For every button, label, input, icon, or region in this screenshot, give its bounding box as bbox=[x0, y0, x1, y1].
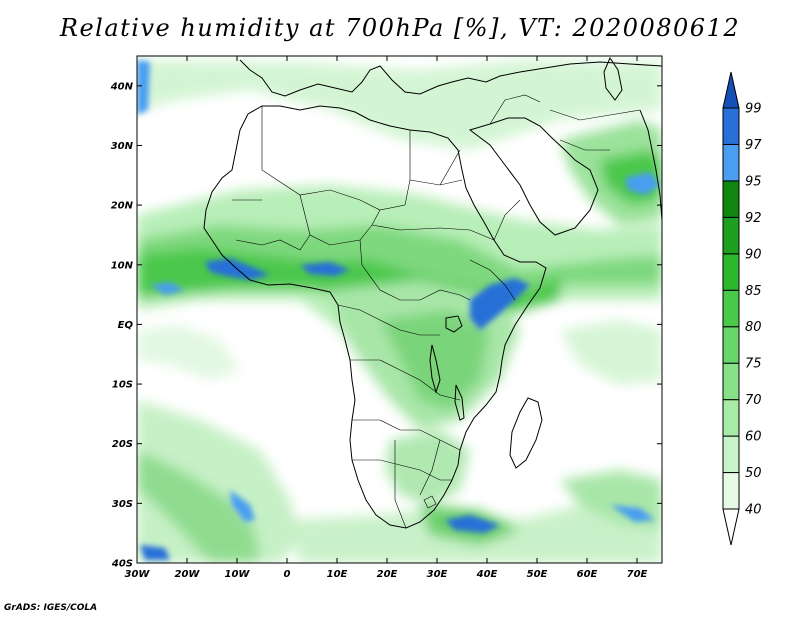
colorbar-level-label: 50 bbox=[745, 466, 762, 481]
coastlines bbox=[203, 56, 662, 529]
lat-tick-label: 20S bbox=[112, 439, 133, 450]
colorbar-level-label: 60 bbox=[745, 430, 762, 445]
lon-tick-label: 20E bbox=[377, 569, 398, 580]
colorbar-level-label: 75 bbox=[745, 357, 762, 372]
colorbar-swatch bbox=[722, 326, 740, 364]
colorbar-swatch bbox=[722, 472, 740, 510]
lon-tick-label: 10W bbox=[225, 569, 251, 580]
colorbar-level-label: 80 bbox=[745, 320, 762, 335]
latitude-axis: 40N 30N 20N 10N EQ 10S 20S 30S 40S bbox=[110, 81, 662, 570]
lon-tick-label: 70E bbox=[627, 569, 648, 580]
lat-tick-label: 30S bbox=[112, 499, 133, 510]
africa-coastline bbox=[203, 105, 547, 529]
longitude-axis: 30W 20W 10W 0 10E 20E 30E 40E 50E 60E 70E bbox=[125, 56, 648, 580]
colorbar-level-label: 70 bbox=[745, 393, 762, 408]
map-frame bbox=[136, 55, 663, 564]
lat-tick-label: 30N bbox=[111, 141, 134, 152]
grads-credit: GrADS: IGES/COLA bbox=[4, 603, 98, 613]
colorbar-swatch bbox=[722, 399, 740, 437]
colorbar-swatch bbox=[722, 143, 740, 182]
lon-tick-label: 40E bbox=[476, 569, 498, 580]
colorbar-swatch bbox=[722, 289, 740, 328]
india-coastline bbox=[639, 109, 662, 221]
colorbar-swatch bbox=[722, 216, 740, 255]
lon-tick-label: 10E bbox=[327, 569, 348, 580]
colorbar-high-triangle bbox=[722, 71, 740, 109]
colorbar-swatch bbox=[722, 362, 740, 401]
colorbar-level-label: 99 bbox=[745, 102, 762, 117]
lat-tick-label: EQ bbox=[118, 320, 134, 331]
caspian-coastline bbox=[603, 56, 623, 101]
lat-tick-label: 40S bbox=[111, 559, 133, 570]
colorbar-level-label: 92 bbox=[745, 211, 762, 226]
map-title: Relative humidity at 700hPa [%], VT: 202… bbox=[59, 14, 741, 42]
colorbar-swatch bbox=[722, 435, 740, 474]
country-borders bbox=[232, 94, 641, 529]
colorbar: 40 50 60 70 75 80 85 90 92 95 97 99 bbox=[722, 71, 762, 546]
lat-tick-label: 10N bbox=[111, 260, 134, 271]
lat-tick-label: 10S bbox=[112, 380, 133, 391]
humidity-field bbox=[137, 60, 662, 563]
colorbar-level-label: 85 bbox=[745, 284, 762, 299]
lon-tick-label: 30W bbox=[125, 569, 151, 580]
colorbar-low-triangle bbox=[722, 508, 740, 546]
lon-tick-label: 60E bbox=[577, 569, 598, 580]
europe-coastline bbox=[239, 59, 662, 97]
lat-tick-label: 40N bbox=[110, 81, 134, 92]
colorbar-level-label: 95 bbox=[745, 174, 762, 189]
arabia-coastline bbox=[468, 117, 599, 236]
colorbar-swatch bbox=[722, 107, 740, 145]
map-plot-area bbox=[136, 55, 663, 564]
madagascar-coastline bbox=[509, 397, 543, 469]
colorbar-swatch bbox=[722, 253, 740, 291]
lake-victoria bbox=[445, 315, 463, 333]
colorbar-level-label: 90 bbox=[745, 247, 762, 262]
lon-tick-label: 20W bbox=[175, 569, 201, 580]
lat-tick-label: 20N bbox=[111, 201, 134, 212]
lon-tick-label: 50E bbox=[527, 569, 548, 580]
colorbar-level-label: 40 bbox=[745, 503, 762, 518]
lon-tick-label: 30E bbox=[427, 569, 448, 580]
colorbar-level-label: 97 bbox=[745, 138, 762, 153]
lon-tick-label: 0 bbox=[284, 569, 291, 580]
lake-malawi bbox=[454, 384, 465, 421]
colorbar-swatch bbox=[722, 180, 740, 218]
